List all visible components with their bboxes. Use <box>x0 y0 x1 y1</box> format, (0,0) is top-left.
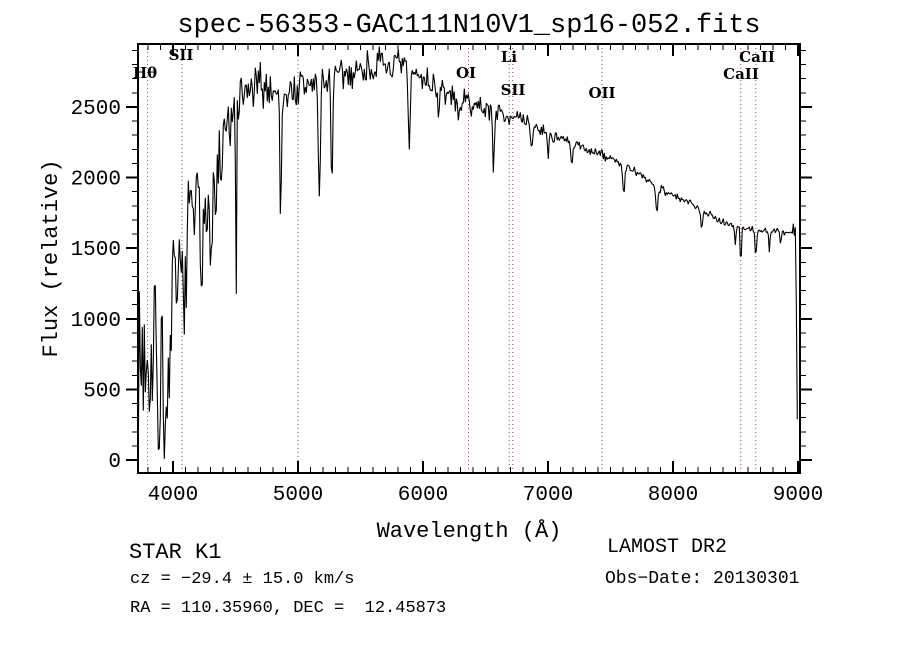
y-tick-label: 1000 <box>71 310 121 333</box>
x-tick-label: 4000 <box>148 484 198 507</box>
x-axis-title: Wavelength (Å) <box>377 518 562 544</box>
spectrum-trace <box>137 46 798 459</box>
y-tick-label: 1500 <box>71 239 121 262</box>
x-tick-label: 5000 <box>273 484 323 507</box>
x-tick-label: 6000 <box>398 484 448 507</box>
spectral-line-label: CaII <box>739 48 775 66</box>
spectral-line-label: CaII <box>723 65 759 83</box>
spectral-line-label: Li <box>501 48 518 66</box>
spectral-line-label: OI <box>456 64 476 82</box>
object-class-label: STAR K1 <box>129 540 222 565</box>
radial-velocity-label: cz = −29.4 ± 15.0 km/s <box>130 570 355 589</box>
x-tick-label: 8000 <box>648 484 698 507</box>
y-tick-label: 2000 <box>71 169 121 192</box>
x-tick-label: 7000 <box>523 484 573 507</box>
spectral-line-label: Hθ <box>133 64 157 82</box>
survey-release-label: LAMOST DR2 <box>607 536 728 559</box>
y-tick-label: 0 <box>108 451 121 474</box>
y-tick-label: 500 <box>83 380 121 403</box>
y-tick-label: 2500 <box>71 98 121 121</box>
spectral-line-label: SII <box>501 81 526 99</box>
y-axis-title: Flux (relative) <box>39 159 64 357</box>
plot-frame <box>137 43 801 474</box>
ra-dec-label: RA = 110.35960, DEC = 12.45873 <box>130 599 447 618</box>
spectral-line-label: SII <box>169 46 194 64</box>
obs-date-label: Obs−Date: 20130301 <box>605 569 800 589</box>
spectral-line-label: OII <box>588 84 615 102</box>
plot-title: spec-56353-GAC111N10V1_sp16-052.fits <box>177 11 761 41</box>
x-tick-label: 9000 <box>773 484 823 507</box>
